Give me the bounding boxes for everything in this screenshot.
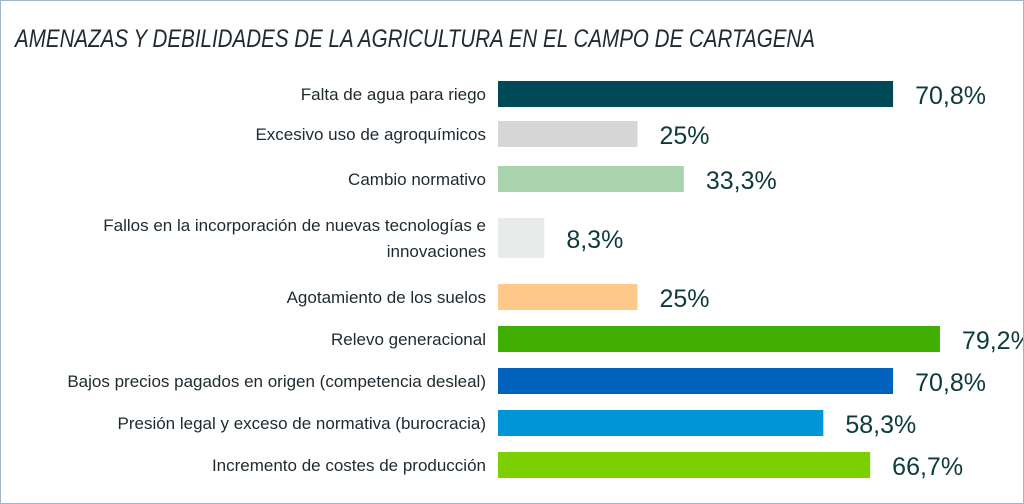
bar (498, 410, 824, 436)
value-label: 25% (660, 285, 710, 313)
category-label: Falta de agua para riego (301, 85, 486, 104)
bar (498, 326, 940, 352)
value-label: 66,7% (892, 453, 963, 481)
category-label: Relevo generacional (331, 330, 486, 349)
bar (498, 284, 638, 310)
value-label: 8,3% (566, 226, 623, 254)
bar (498, 121, 638, 147)
bar (498, 166, 684, 192)
category-label: Fallos en la incorporación de nuevas tec… (103, 216, 486, 235)
value-label: 70,8% (915, 82, 986, 110)
category-label: Bajos precios pagados en origen (compete… (67, 372, 486, 391)
category-label: Agotamiento de los suelos (287, 288, 486, 307)
bar (498, 218, 545, 258)
value-label: 25% (660, 122, 710, 150)
category-label: Incremento de costes de producción (212, 456, 486, 475)
chart-title: AMENAZAS Y DEBILIDADES DE LA AGRICULTURA… (13, 25, 815, 53)
bar (498, 81, 894, 107)
category-label: Excesivo uso de agroquímicos (255, 125, 486, 144)
value-label: 79,2% (962, 327, 1023, 355)
category-label: Presión legal y exceso de normativa (bur… (117, 414, 486, 433)
bar (498, 368, 894, 394)
value-label: 33,3% (706, 167, 777, 195)
value-label: 58,3% (845, 411, 916, 439)
category-label: Cambio normativo (348, 170, 486, 189)
value-label: 70,8% (915, 369, 986, 397)
category-label: innovaciones (387, 242, 486, 261)
bar (498, 452, 871, 478)
